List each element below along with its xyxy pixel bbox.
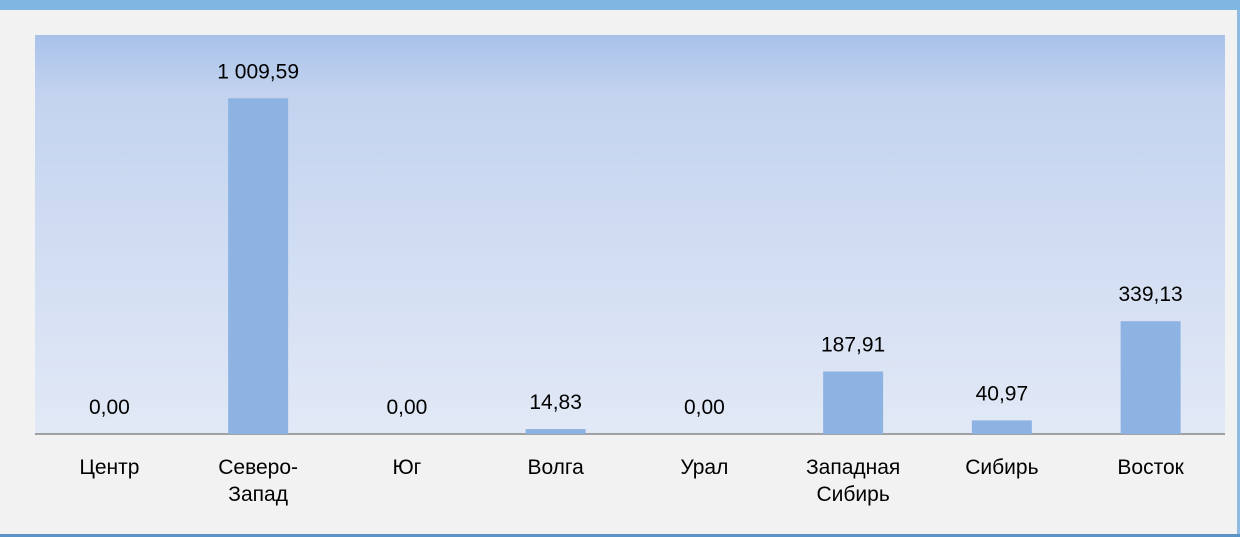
value-label: 0,00	[684, 396, 725, 419]
value-label: 40,97	[976, 382, 1029, 405]
value-label: 1 009,59	[217, 60, 299, 83]
x-tick-label: Волга	[527, 456, 584, 479]
x-tick-label: Восток	[1117, 456, 1184, 479]
plot-area	[35, 35, 1225, 434]
x-tick-label: Северо-Запад	[218, 456, 299, 506]
bar	[823, 371, 884, 434]
value-label: 187,91	[821, 334, 885, 357]
bar	[1120, 321, 1181, 434]
top-bar	[0, 0, 1240, 10]
x-tick-label: Западная Сибирь	[805, 456, 901, 506]
bar	[971, 420, 1032, 434]
value-label: 339,13	[1119, 283, 1183, 306]
x-tick-label: Урал	[680, 456, 729, 479]
bar	[525, 429, 586, 434]
bar	[228, 98, 289, 434]
value-label: 0,00	[89, 396, 130, 419]
value-label: 0,00	[386, 396, 427, 419]
x-tick-label: Сибирь	[965, 456, 1039, 479]
value-label: 14,83	[529, 391, 582, 414]
right-border	[1237, 10, 1240, 534]
bottom-border	[0, 534, 1240, 537]
x-tick-label: Юг	[392, 456, 422, 479]
x-tick-label: Центр	[79, 456, 140, 479]
